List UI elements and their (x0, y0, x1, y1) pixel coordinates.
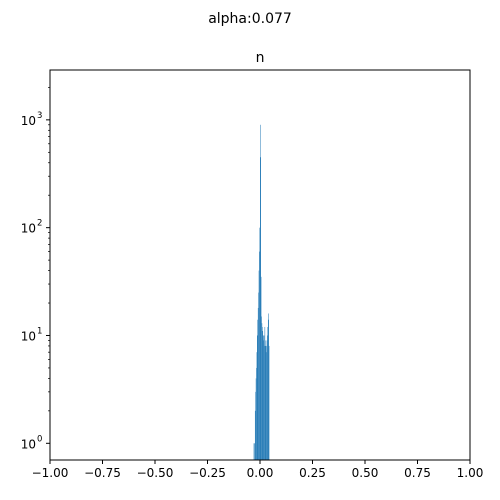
histogram-bar (263, 335, 265, 460)
y-tick-label: 10 (21, 329, 36, 343)
histogram-bar (264, 326, 266, 460)
x-tick-label: 0.00 (247, 466, 274, 480)
y-tick-exponent: 3 (37, 111, 42, 121)
histogram-bar (259, 251, 260, 460)
x-tick-label: 0.50 (352, 466, 379, 480)
histogram-bar (255, 391, 256, 460)
x-axis-ticks: −1.00 −0.75 −0.50 −0.25 0.00 0.25 0.50 0.75 1.00 (32, 460, 484, 480)
histogram-bar (265, 345, 266, 460)
histogram-bar (258, 292, 259, 460)
histogram-bar (268, 313, 269, 460)
histogram-bar (260, 124, 261, 460)
histogram-bar (257, 307, 259, 460)
histogram-bar (256, 352, 258, 460)
histogram-bar (262, 331, 264, 460)
histogram-bar (259, 227, 261, 460)
histogram-bar (266, 340, 268, 460)
axes-title: n (256, 50, 265, 66)
y-tick-exponent: 0 (37, 434, 42, 444)
histogram-bar (268, 345, 270, 460)
histogram-bar (253, 443, 255, 460)
x-tick-label: 1.00 (457, 466, 484, 480)
x-tick-label: 0.75 (404, 466, 431, 480)
histogram-bar (261, 316, 262, 460)
histogram-bars (253, 124, 270, 461)
histogram-bar (266, 345, 267, 460)
histogram-bar (254, 410, 256, 460)
y-tick-label: 10 (21, 222, 36, 236)
histogram-bar (262, 335, 264, 460)
x-tick-label: 0.25 (299, 466, 326, 480)
y-tick-label: 10 (21, 114, 36, 128)
histogram-bar (263, 340, 264, 460)
histogram-bar (267, 335, 268, 460)
histogram-bar (256, 367, 257, 460)
x-tick-label: −0.75 (84, 466, 121, 480)
histogram-bar (254, 443, 256, 460)
x-tick-label: −0.50 (137, 466, 174, 480)
histogram-bar (257, 335, 258, 460)
histogram-bar (262, 326, 263, 460)
x-tick-label: −0.25 (189, 466, 226, 480)
histogram-bar (267, 326, 269, 460)
histogram-bar (267, 319, 269, 460)
histogram-bar (260, 276, 262, 460)
histogram-bar (265, 352, 267, 460)
histogram-bar (264, 345, 265, 460)
plot-area-frame (49, 69, 471, 461)
x-tick-label: −1.00 (32, 466, 69, 480)
histogram-bar (265, 340, 266, 460)
y-tick-label: 10 (21, 437, 36, 451)
y-tick-exponent: 1 (37, 326, 42, 336)
histogram-bar (261, 323, 263, 460)
histogram-bar (258, 270, 260, 460)
histogram-bar (257, 319, 258, 460)
histogram-bar (260, 157, 261, 461)
y-tick-exponent: 2 (37, 219, 42, 229)
figure-suptitle: alpha:0.077 (208, 11, 292, 27)
